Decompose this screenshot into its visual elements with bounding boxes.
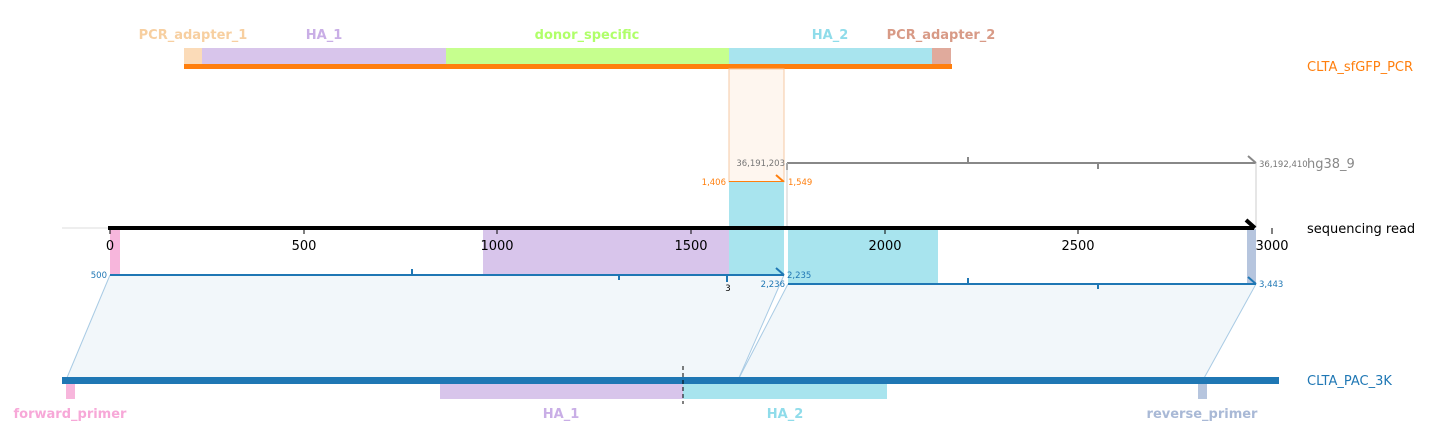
reference-track: 36,191,203 36,192,410 hg38_9	[736, 155, 1355, 228]
read-ha-1-block	[483, 229, 729, 275]
pcr-adapter-1-block	[184, 48, 202, 65]
ha-1-block	[202, 48, 446, 65]
read-tick-label: 2500	[1061, 239, 1094, 254]
bottom-ha-2-block	[683, 383, 887, 399]
blue-projection-band-2	[738, 284, 1256, 380]
read-tick-label: 500	[292, 239, 317, 254]
blue-arrow-icon-2	[1247, 276, 1257, 285]
blue-projection-edge	[737, 283, 789, 381]
blue-arrow-icon-1	[775, 267, 785, 276]
top-track-line	[184, 64, 952, 69]
blue-projection-edge	[1202, 283, 1257, 381]
read-feature-blocks	[110, 182, 1256, 284]
blue2-start-coord: 2,236	[761, 280, 785, 290]
read-forward-primer-block	[110, 229, 120, 275]
read-tick-label: 2000	[868, 239, 901, 254]
blue-alignment-1: 500 2,235 3	[91, 267, 811, 294]
blue-alignment-2: 2,236 3,443	[761, 276, 1283, 290]
ref-track-label: hg38_9	[1307, 157, 1355, 172]
orange-end-coord: 1,549	[788, 178, 812, 188]
read-track-label: sequencing read	[1307, 222, 1415, 237]
top-feature-label-pcr-adapter-1: PCR_adapter_1	[139, 28, 248, 43]
bottom-reverse-primer-block	[1198, 383, 1207, 399]
ref-start-coord: 36,191,203	[736, 159, 785, 169]
read-ha-2-block-right	[788, 229, 938, 284]
bottom-feature-label-forward-primer: forward_primer	[14, 407, 128, 422]
pcr-adapter-2-block	[932, 48, 951, 65]
bottom-feature-label-ha-2: HA_2	[767, 407, 804, 422]
bottom-forward-primer-block	[66, 383, 75, 399]
bottom-feature-label-reverse-primer: reverse_primer	[1147, 407, 1259, 422]
blue-projection-edge	[65, 274, 111, 381]
sequencing-read-track: 0 500 1000 1500 2000 2500 3000 sequencin…	[62, 218, 1415, 254]
blue1-start-coord: 500	[91, 271, 107, 281]
read-reverse-primer-block	[1247, 229, 1256, 284]
top-track-label: CLTA_sfGFP_PCR	[1307, 60, 1413, 75]
top-feature-label-ha-1: HA_1	[306, 28, 343, 43]
ref-end-coord: 36,192,410	[1259, 160, 1308, 170]
orange-arrow-icon	[775, 174, 785, 183]
bottom-feature-label-ha-1: HA_1	[543, 407, 580, 422]
cut-site-label: 3	[725, 284, 730, 294]
blue2-end-coord: 3,443	[1259, 280, 1283, 290]
read-tick-label: 3000	[1255, 239, 1288, 254]
bottom-track: forward_primer HA_1 HA_2 reverse_primer …	[14, 366, 1392, 422]
read-arrow-icon	[1244, 218, 1257, 230]
bottom-track-label: CLTA_PAC_3K	[1307, 374, 1392, 389]
read-tick-label: 1500	[674, 239, 707, 254]
top-feature-label-donor-specific: donor_specific	[535, 28, 640, 43]
blue1-end-coord: 2,235	[787, 271, 811, 281]
top-feature-label-pcr-adapter-2: PCR_adapter_2	[887, 28, 996, 43]
read-tick-label: 0	[106, 239, 114, 254]
bottom-ha-1-block	[440, 383, 683, 399]
ref-arrow-icon	[1247, 155, 1257, 164]
read-tick-label: 1000	[480, 239, 513, 254]
donor-specific-block	[446, 48, 729, 65]
orange-start-coord: 1,406	[702, 178, 726, 188]
blue-projection-edge	[737, 274, 785, 381]
top-feature-label-ha-2: HA_2	[812, 28, 849, 43]
ha-2-block	[729, 48, 932, 65]
bottom-track-line	[62, 377, 1279, 384]
blue-projection-band-1	[66, 275, 784, 380]
top-track: PCR_adapter_1 HA_1 donor_specific HA_2 P…	[139, 28, 1413, 75]
